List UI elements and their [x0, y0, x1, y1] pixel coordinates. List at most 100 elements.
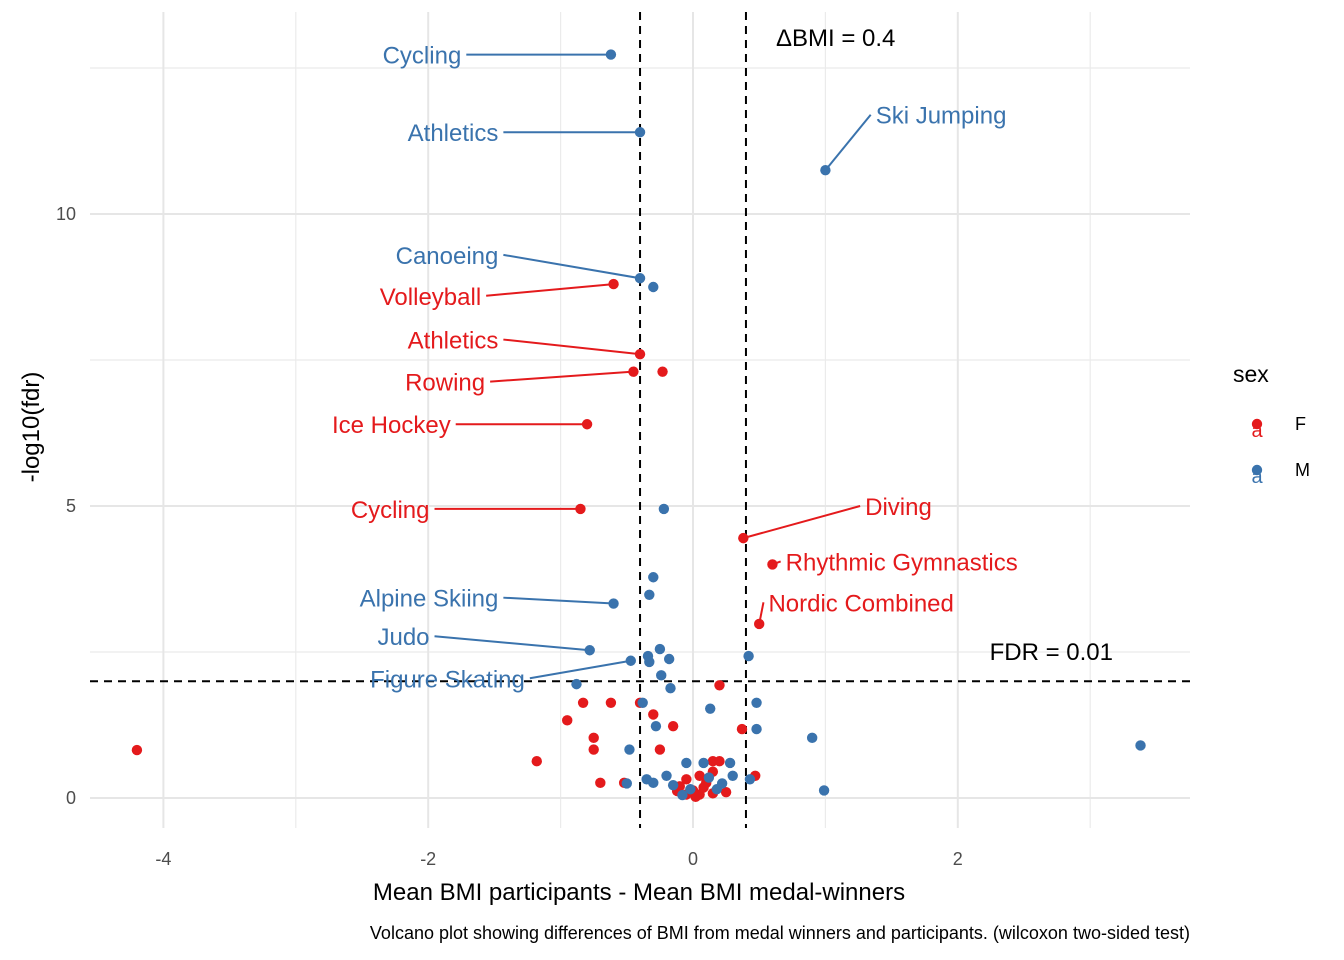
legend-key-point: [1251, 418, 1263, 430]
point-M: [727, 770, 738, 782]
point-F: [562, 715, 573, 726]
point-M: [621, 778, 632, 789]
point-M: [665, 683, 676, 694]
point-F: [754, 618, 765, 630]
point-M: [654, 643, 666, 655]
point-M: [661, 770, 672, 782]
y-axis-ticks: 0 5 10: [56, 204, 76, 808]
legend-label: M: [1295, 460, 1310, 480]
point-M: [571, 678, 582, 690]
point-label: Nordic Combined: [768, 590, 953, 617]
x-axis-title: Mean BMI participants - Mean BMI medal-w…: [373, 879, 905, 906]
point-M: [667, 779, 679, 791]
x-tick-label: -4: [155, 849, 171, 869]
label-connector: [743, 505, 861, 540]
point-F: [667, 720, 679, 732]
point-F: [581, 419, 593, 430]
y-tick-label: 5: [66, 496, 76, 516]
point-M: [751, 723, 762, 735]
point-label: Athletics: [408, 120, 499, 147]
point-label: Athletics: [408, 328, 499, 355]
point-F: [608, 278, 619, 290]
point-label: Ice Hockey: [332, 412, 451, 439]
legend-label: F: [1295, 414, 1306, 434]
legend-key-glyph: a: [1251, 420, 1263, 442]
point-F: [588, 732, 599, 744]
point-label: Rowing: [405, 370, 485, 397]
point-F: [714, 756, 725, 767]
point-M: [634, 127, 646, 138]
point-M: [624, 744, 635, 755]
point-F: [714, 680, 725, 691]
x-tick-label: 0: [688, 849, 698, 869]
point-M: [818, 785, 830, 796]
point-F: [531, 756, 542, 767]
point-M: [806, 732, 818, 744]
point-M: [677, 789, 688, 801]
point-M: [724, 757, 736, 769]
point-M: [743, 650, 754, 662]
point-F: [720, 786, 732, 798]
point-M: [625, 655, 636, 666]
point-M: [685, 784, 696, 795]
point-label: Canoeing: [396, 243, 499, 270]
point-M: [656, 670, 667, 681]
legend-key-point: [1251, 464, 1263, 476]
data-points: [131, 49, 1146, 803]
delta-bmi-annotation: ΔBMI = 0.4: [776, 25, 895, 52]
point-M: [605, 49, 617, 60]
point-label: Ski Jumping: [876, 103, 1007, 130]
chart-caption: Volcano plot showing differences of BMI …: [370, 923, 1190, 943]
point-label: Alpine Skiing: [360, 586, 499, 613]
x-tick-label: 2: [953, 849, 963, 869]
point-M: [644, 589, 655, 600]
point-label: Cycling: [383, 43, 462, 70]
point-M: [820, 165, 831, 176]
point-M: [648, 572, 659, 583]
threshold-lines: [90, 12, 1190, 828]
point-M: [637, 697, 648, 709]
point-M: [648, 777, 659, 789]
point-label: Rhythmic Gymnastics: [786, 549, 1018, 576]
point-M: [716, 778, 728, 789]
legend: sex a Fa M: [1233, 361, 1310, 488]
point-M: [703, 772, 715, 783]
point-F: [654, 744, 666, 755]
point-F: [690, 791, 701, 803]
point-M: [705, 703, 716, 714]
point-F: [767, 559, 778, 570]
point-M: [658, 503, 670, 515]
point-M: [650, 720, 662, 732]
x-tick-label: -2: [420, 849, 436, 869]
x-axis-ticks: -4 -2 0 2: [155, 849, 962, 869]
point-label: Volleyball: [380, 284, 481, 311]
point-M: [751, 697, 762, 709]
label-connector: [529, 659, 631, 680]
point-M: [648, 281, 659, 293]
point-F: [595, 777, 606, 789]
label-connectors: [434, 53, 872, 680]
point-labels: Volleyball Athletics Rowing Ice Hockey Cycli…: [332, 43, 1018, 694]
label-connector: [486, 283, 614, 297]
label-connector: [824, 114, 872, 171]
point-M: [634, 273, 646, 284]
point-F: [694, 770, 705, 782]
point-M: [584, 645, 595, 656]
point-F: [628, 366, 639, 377]
point-F: [648, 709, 659, 720]
point-F: [575, 503, 586, 515]
legend-key-glyph: a: [1251, 466, 1263, 488]
y-axis-title: -log10(fdr): [18, 372, 45, 483]
label-connector: [503, 338, 641, 356]
fdr-annotation: FDR = 0.01: [990, 639, 1113, 666]
point-M: [642, 650, 654, 662]
point-F: [577, 697, 589, 709]
point-M: [744, 774, 756, 785]
point-M: [1135, 740, 1146, 751]
legend-title: sex: [1233, 361, 1269, 387]
point-label: Judo: [377, 624, 429, 651]
point-M: [663, 653, 675, 665]
label-connector: [503, 253, 641, 280]
label-connector: [434, 635, 590, 652]
